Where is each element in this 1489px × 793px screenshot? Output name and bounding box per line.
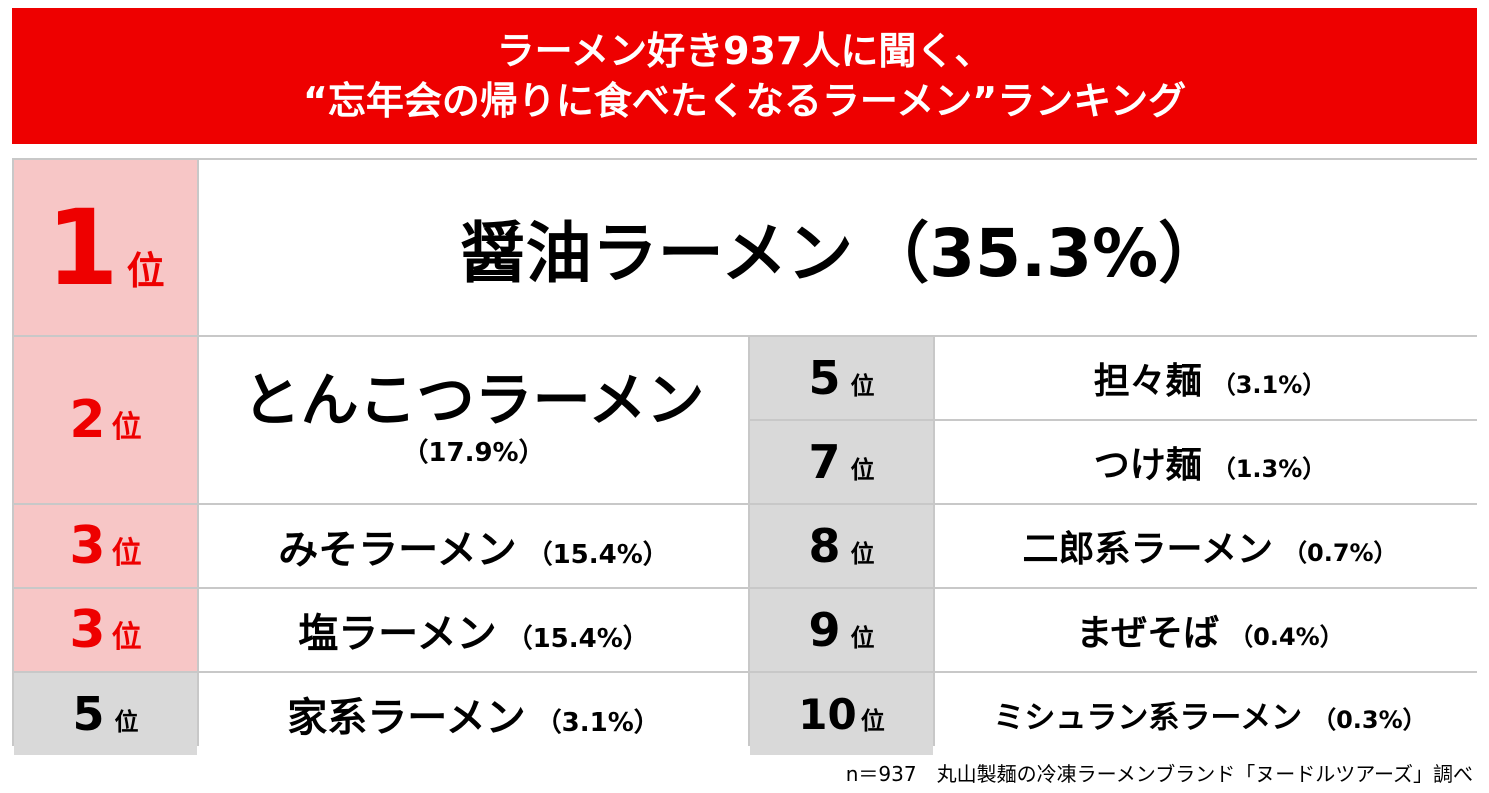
item-name: つけ麺 — [1093, 445, 1202, 486]
item-cell-2: とんこつラーメン （17.9%） — [199, 337, 748, 503]
item-cell-7: つけ麺 （1.3%） — [935, 421, 1485, 503]
ranking-item: ミシュラン系ラーメン （0.3%） — [993, 692, 1426, 737]
rank-number: 8 — [808, 519, 841, 573]
rank-number: 1 — [46, 186, 119, 309]
item-percent: （1.3%） — [1211, 455, 1327, 483]
item-cell-1: 醤油ラーメン （35.3%） — [199, 160, 1485, 335]
ranking-item: みそラーメン （15.4%） — [278, 517, 669, 575]
rank-suffix: 位 — [126, 248, 165, 293]
item-cell-10: ミシュラン系ラーメン （0.3%） — [935, 673, 1485, 755]
rank-number: 3 — [69, 516, 106, 576]
rank-suffix: 位 — [850, 456, 875, 484]
item-name: 塩ラーメン — [298, 611, 497, 657]
ranking-item: 二郎系ラーメン （0.7%） — [1022, 520, 1397, 572]
item-percent: （15.4%） — [526, 540, 669, 570]
item-cell-5: 家系ラーメン （3.1%） — [199, 673, 748, 755]
item-cell-9: まぜそば （0.4%） — [935, 589, 1485, 671]
ranking-item: つけ麺 （1.3%） — [1094, 436, 1327, 488]
ranking-item: 醤油ラーメン （35.3%） — [460, 200, 1224, 296]
item-name: 担々麺 — [1093, 361, 1202, 402]
rank-suffix: 位 — [111, 410, 142, 445]
rank-number: 5 — [808, 351, 841, 405]
item-cell-6: 担々麺 （3.1%） — [935, 337, 1485, 419]
item-percent: （3.1%） — [1211, 371, 1327, 399]
ranking-item: 塩ラーメン （15.4%） — [298, 601, 649, 659]
rank-suffix: 位 — [111, 620, 142, 655]
item-name: ミシュラン系ラーメン — [993, 699, 1303, 736]
rank-number: 7 — [808, 435, 841, 489]
rank-suffix: 位 — [850, 372, 875, 400]
rank-number: 5 — [72, 687, 105, 741]
item-cell-8: 二郎系ラーメン （0.7%） — [935, 505, 1485, 587]
ranking-item: とんこつラーメン （17.9%） — [243, 367, 705, 473]
source-note: n＝937 丸山製麺の冷凍ラーメンブランド「ヌードルツアーズ」調べ — [845, 762, 1473, 786]
item-percent: （17.9%） — [402, 438, 545, 468]
rank-suffix: 位 — [111, 536, 142, 571]
title-banner: ラーメン好き937人に聞く、 “忘年会の帰りに食べたくなるラーメン”ランキング — [12, 8, 1477, 144]
rank-number: 10 — [798, 689, 857, 739]
item-name: とんこつラーメン — [242, 366, 705, 434]
rank-suffix: 位 — [860, 706, 885, 735]
item-percent: （0.4%） — [1229, 623, 1344, 651]
ranking-item: 家系ラーメン （3.1%） — [287, 685, 660, 743]
rank-number: 9 — [808, 603, 841, 657]
item-cell-3: みそラーメン （15.4%） — [199, 505, 748, 587]
rank-suffix: 位 — [850, 624, 875, 652]
title-line-1: ラーメン好き937人に聞く、 — [496, 29, 993, 73]
item-percent: （35.3%） — [863, 214, 1225, 292]
rank-label: 10 位 — [798, 690, 884, 739]
ranking-item: まぜそば （0.4%） — [1076, 604, 1343, 656]
ranking-item: 担々麺 （3.1%） — [1094, 352, 1327, 404]
title-line-2: “忘年会の帰りに食べたくなるラーメン”ランキング — [302, 79, 1187, 123]
rank-suffix: 位 — [114, 708, 139, 736]
rank-cell-10: 10 位 — [750, 673, 933, 755]
item-percent: （3.1%） — [535, 708, 660, 738]
rank-number: 3 — [69, 600, 106, 660]
item-percent: （0.7%） — [1283, 539, 1398, 567]
item-percent: （0.3%） — [1312, 705, 1427, 734]
rank-number: 2 — [69, 390, 106, 450]
rank-suffix: 位 — [850, 540, 875, 568]
item-name: 家系ラーメン — [287, 695, 526, 741]
item-name: 二郎系ラーメン — [1022, 529, 1273, 570]
item-name: みそラーメン — [278, 527, 517, 573]
item-percent: （15.4%） — [506, 624, 649, 654]
item-name: まぜそば — [1076, 613, 1220, 654]
item-cell-4: 塩ラーメン （15.4%） — [199, 589, 748, 671]
item-name: 醤油ラーメン — [459, 214, 854, 292]
